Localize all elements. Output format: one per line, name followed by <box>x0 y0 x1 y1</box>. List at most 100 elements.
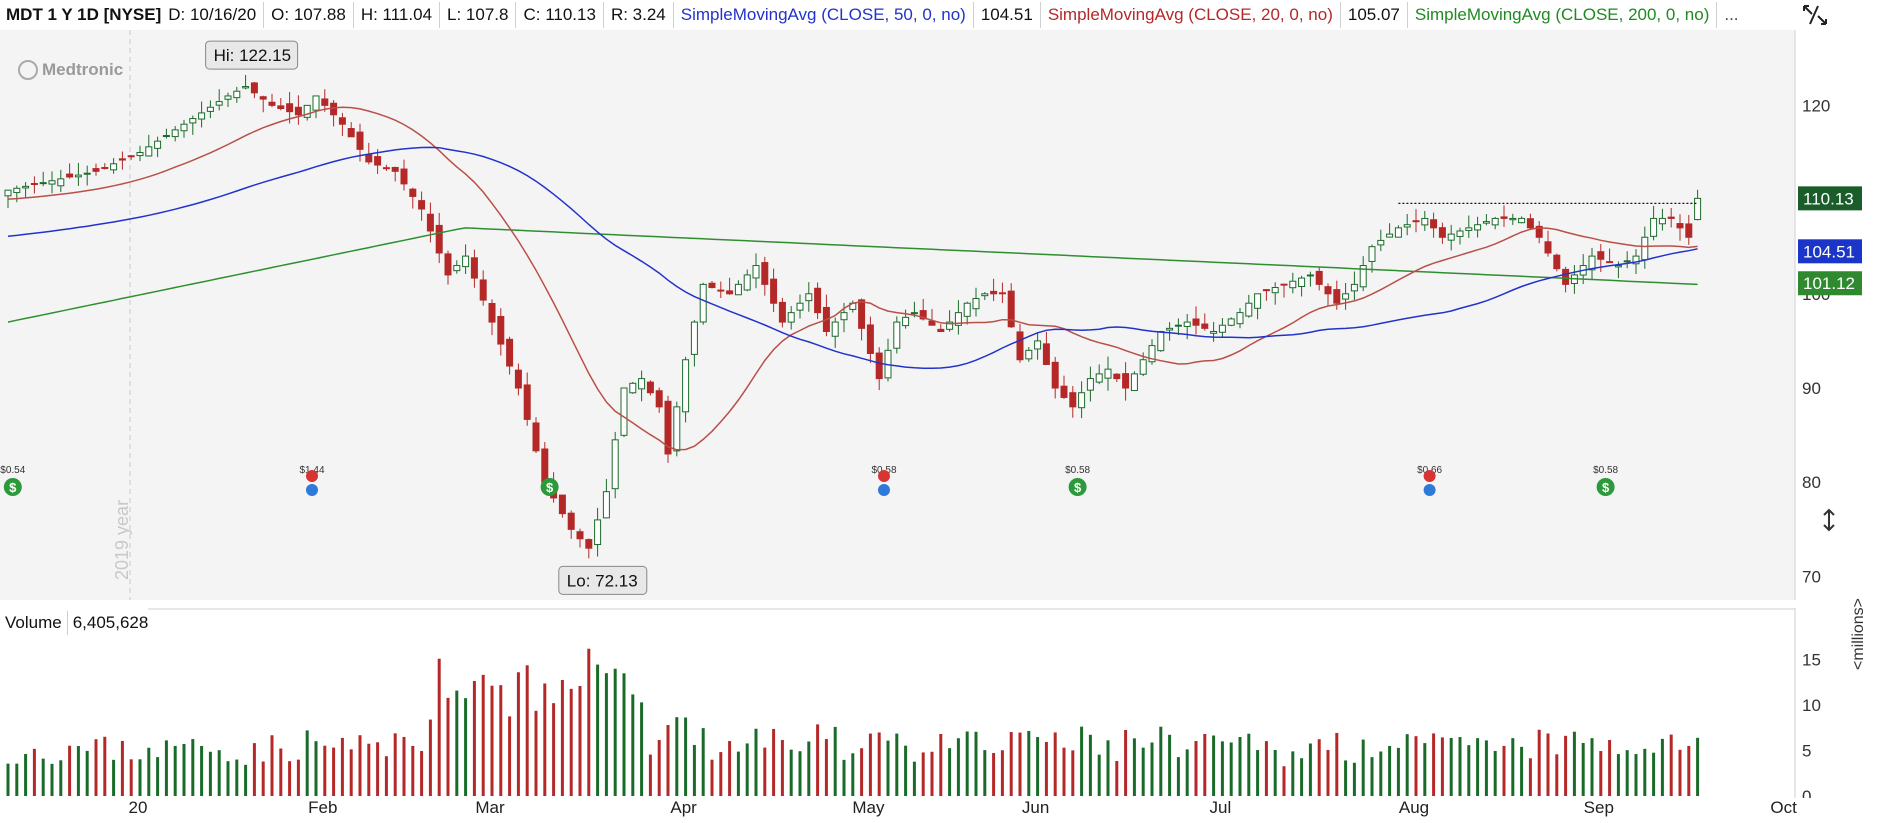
date-value: D: 10/16/20 <box>168 5 257 24</box>
volume-bar <box>446 697 450 796</box>
volume-bar <box>120 740 124 796</box>
volume-bar <box>956 738 960 796</box>
divider <box>672 2 674 28</box>
volume-bar <box>50 763 54 796</box>
candle <box>30 176 38 194</box>
dividend-amount: $0.58 <box>1593 465 1618 476</box>
candle <box>1465 215 1473 238</box>
volume-bar <box>842 759 846 796</box>
volume-bar <box>1608 739 1612 796</box>
candle <box>171 126 179 142</box>
volume-bar <box>1599 751 1603 796</box>
candle <box>1438 222 1446 244</box>
crosshair-tool-icon[interactable] <box>1800 2 1830 28</box>
candle <box>224 92 232 107</box>
high-callout: Hi: 122.15 <box>205 40 299 70</box>
volume-bar <box>41 758 45 796</box>
volume-bar <box>428 719 432 796</box>
candle <box>118 151 126 170</box>
sma50-label[interactable]: SimpleMovingAvg (CLOSE, 50, 0, no) <box>680 5 966 24</box>
volume-label: Volume <box>5 613 62 632</box>
sma200-label[interactable]: SimpleMovingAvg (CLOSE, 200, 0, no) <box>1414 5 1710 24</box>
volume-bar <box>719 752 723 796</box>
volume-bar <box>657 739 661 796</box>
dividend-marker[interactable]: $0.58 $ <box>1065 465 1091 496</box>
more-indicators[interactable]: ... <box>1724 5 1739 24</box>
dividend-marker[interactable]: $ <box>540 478 559 496</box>
candle <box>1553 253 1561 272</box>
volume-bar <box>1370 757 1374 796</box>
candle <box>831 317 839 348</box>
volume-chart[interactable]: 0 5 10 15 <box>0 608 1886 798</box>
earnings-marker[interactable]: $0.58 <box>871 465 897 496</box>
volume-bar <box>1229 742 1233 796</box>
volume-bar <box>1256 750 1260 796</box>
candle <box>576 528 584 548</box>
candle <box>963 301 971 325</box>
volume-bar <box>261 761 265 796</box>
volume-bar <box>349 749 353 796</box>
symbol-label[interactable]: MDT 1 Y 1D [NYSE] <box>6 5 162 24</box>
candle <box>453 260 461 274</box>
dividend-icon <box>3 478 22 496</box>
volume-bar <box>824 739 828 796</box>
volume-bar <box>596 664 600 796</box>
volume-bar <box>525 665 529 796</box>
candle <box>1306 271 1314 287</box>
volume-bar <box>807 741 811 796</box>
candle <box>1482 214 1490 226</box>
volume-bar <box>323 745 327 796</box>
candle <box>154 136 162 158</box>
candle <box>1271 282 1279 305</box>
earnings-marker[interactable]: $1.44 <box>299 465 325 496</box>
candle <box>734 280 742 296</box>
sma200-badge: 101.12 <box>1803 274 1855 293</box>
candle <box>1042 331 1050 366</box>
volume-bar <box>1282 766 1286 796</box>
volume-bar <box>552 703 556 796</box>
candle <box>1113 373 1121 383</box>
volume-bar <box>68 745 72 796</box>
candle <box>259 95 267 113</box>
volume-bar <box>1352 762 1356 796</box>
divider <box>1039 2 1041 28</box>
candle <box>1034 332 1042 360</box>
volume-bar <box>1502 745 1506 796</box>
divider <box>352 2 354 28</box>
candle <box>646 380 654 396</box>
candle <box>585 538 593 559</box>
price-chart[interactable]: 708090100110120 2019 year Hi: 122.15 Lo:… <box>0 30 1886 600</box>
volume-bar <box>1572 731 1576 796</box>
candle <box>92 163 100 176</box>
volume-bar <box>305 730 309 796</box>
close-value: C: 110.13 <box>523 5 596 24</box>
volume-bar <box>1335 732 1339 796</box>
candle <box>602 479 610 519</box>
volume-bar <box>1000 750 1004 796</box>
price-tick-label: 70 <box>1802 567 1821 586</box>
volume-bar <box>1528 758 1532 796</box>
candle <box>699 282 707 325</box>
candle <box>558 494 566 518</box>
candle <box>1227 317 1235 327</box>
earnings-marker[interactable]: $0.66 <box>1417 465 1443 496</box>
event-markers[interactable]: $0.54 $ $1.44 $ $0.58 $0.58 $ $0.66 $0.58 $ <box>0 465 1619 496</box>
plot-background <box>0 30 1795 600</box>
candle <box>673 401 681 457</box>
candle <box>1535 221 1543 244</box>
volume-bar <box>745 743 749 796</box>
sma20-label[interactable]: SimpleMovingAvg (CLOSE, 20, 0, no) <box>1047 5 1333 24</box>
candle <box>136 145 144 162</box>
volume-bar <box>886 740 890 796</box>
candle <box>497 308 505 356</box>
volume-bar <box>332 747 336 796</box>
volume-bar <box>420 750 424 796</box>
candle <box>664 395 672 463</box>
volume-bar <box>1467 745 1471 796</box>
dividend-marker[interactable]: $0.54 $ <box>0 465 26 496</box>
candle <box>303 104 311 121</box>
dividend-marker[interactable]: $0.58 $ <box>1593 465 1619 496</box>
resize-handle-icon[interactable] <box>1823 508 1835 532</box>
candle <box>338 112 346 137</box>
candle <box>893 316 901 354</box>
